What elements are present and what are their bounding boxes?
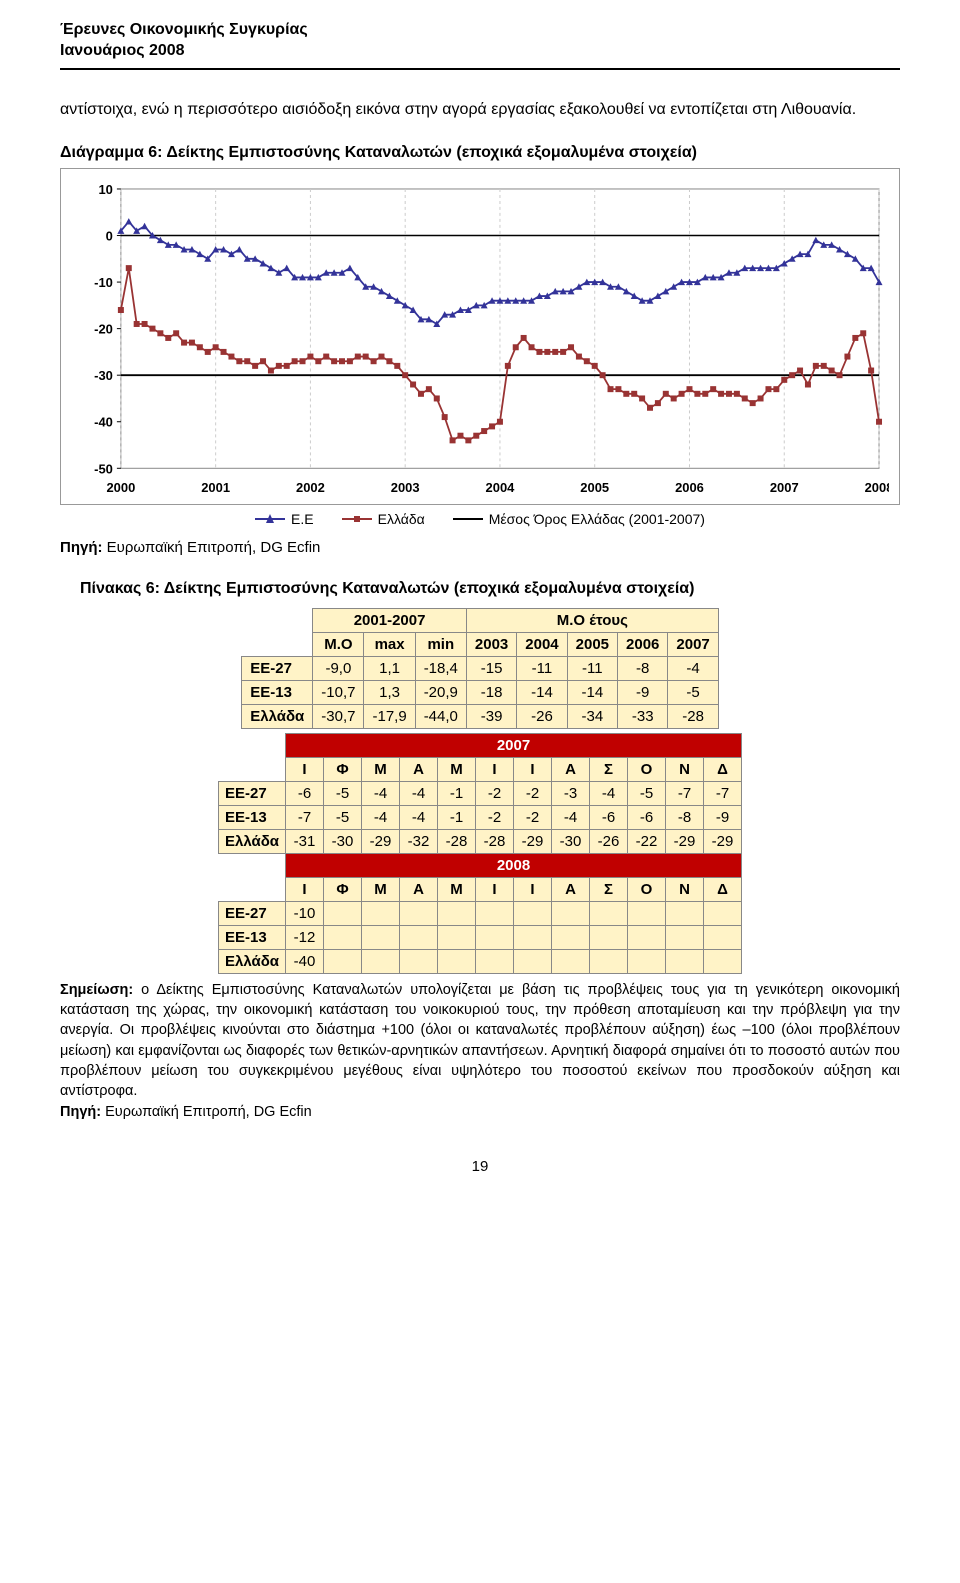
- row-label: Ελλάδα: [218, 949, 285, 973]
- row-label: ΕΕ-27: [242, 656, 313, 680]
- source-prefix: Πηγή:: [60, 539, 103, 556]
- svg-text:2006: 2006: [675, 480, 704, 495]
- page-number: 19: [60, 1158, 900, 1175]
- svg-text:-40: -40: [94, 414, 113, 429]
- legend-item: Ε.Ε: [255, 511, 314, 527]
- svg-text:2002: 2002: [296, 480, 325, 495]
- monthly-table: 2007ΙΦΜΑΜΙΙΑΣΟΝΔΕΕ-27-6-5-4-4-1-2-2-3-4-…: [218, 733, 742, 974]
- svg-text:-50: -50: [94, 461, 113, 476]
- svg-text:-10: -10: [94, 275, 113, 290]
- header-date: Ιανουάριος 2008: [60, 41, 900, 62]
- row-label: Ελλάδα: [242, 704, 313, 728]
- header-title: Έρευνες Οικονομικής Συγκυρίας: [60, 20, 900, 41]
- row-label: Ελλάδα: [218, 829, 285, 853]
- svg-text:10: 10: [98, 182, 112, 197]
- svg-text:2007: 2007: [770, 480, 799, 495]
- legend-item: Ελλάδα: [342, 511, 425, 527]
- svg-text:2003: 2003: [391, 480, 420, 495]
- chart-legend: Ε.Ε Ελλάδα Μέσος Όρος Ελλάδας (2001-2007): [60, 511, 900, 529]
- chart-title: Διάγραμμα 6: Δείκτης Εμπιστοσύνης Κατανα…: [60, 144, 900, 162]
- svg-text:-30: -30: [94, 368, 113, 383]
- svg-text:2004: 2004: [486, 480, 516, 495]
- note-source-text: Ευρωπαϊκή Επιτροπή, DG Ecfin: [101, 1104, 312, 1120]
- note-prefix: Σημείωση:: [60, 982, 133, 998]
- svg-text:2001: 2001: [201, 480, 230, 495]
- note-paragraph: Σημείωση: ο Δείκτης Εμπιστοσύνης Καταναλ…: [60, 980, 900, 1122]
- chart-container: -50 -40 -30 -20 -10 0 10 2000 2001 2002 2003 2004 20…: [60, 168, 900, 505]
- summary-table: 2001-2007Μ.Ο έτουςM.Omaxmin2003200420052…: [241, 608, 719, 729]
- row-label: ΕΕ-13: [242, 680, 313, 704]
- year-band-2008: 2008: [286, 853, 742, 877]
- row-label: ΕΕ-27: [218, 781, 285, 805]
- period-right: Μ.Ο έτους: [466, 608, 718, 632]
- legend-item: Μέσος Όρος Ελλάδας (2001-2007): [453, 511, 705, 527]
- year-band-2007: 2007: [286, 733, 742, 757]
- row-label: ΕΕ-27: [218, 901, 285, 925]
- svg-text:2008: 2008: [865, 480, 889, 495]
- chart-source: Πηγή: Ευρωπαϊκή Επιτροπή, DG Ecfin: [60, 539, 900, 556]
- period-left: 2001-2007: [313, 608, 467, 632]
- line-chart: -50 -40 -30 -20 -10 0 10 2000 2001 2002 2003 2004 20…: [71, 179, 889, 498]
- row-label: ΕΕ-13: [218, 805, 285, 829]
- source-text: Ευρωπαϊκή Επιτροπή, DG Ecfin: [103, 539, 321, 556]
- row-label: ΕΕ-13: [218, 925, 285, 949]
- header-rule: [60, 68, 900, 70]
- intro-paragraph: αντίστοιχα, ενώ η περισσότερο αισιόδοξη …: [60, 98, 900, 122]
- svg-text:2005: 2005: [580, 480, 609, 495]
- doc-header: Έρευνες Οικονομικής Συγκυρίας Ιανουάριος…: [60, 20, 900, 62]
- svg-text:2000: 2000: [106, 480, 135, 495]
- table-title: Πίνακας 6: Δείκτης Εμπιστοσύνης Καταναλω…: [80, 580, 900, 598]
- svg-text:-20: -20: [94, 321, 113, 336]
- note-source-prefix: Πηγή:: [60, 1104, 101, 1120]
- svg-text:0: 0: [106, 228, 113, 243]
- note-body: ο Δείκτης Εμπιστοσύνης Καταναλωτών υπολο…: [60, 982, 900, 1099]
